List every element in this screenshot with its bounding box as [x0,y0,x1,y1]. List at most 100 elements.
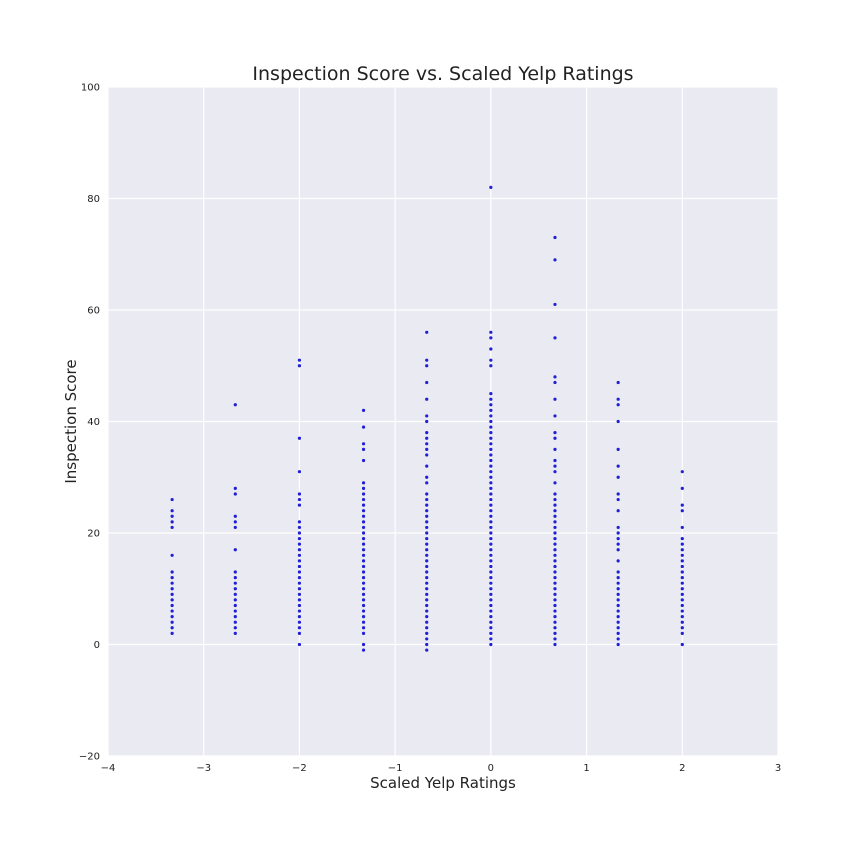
data-point [425,380,429,385]
data-point [489,581,493,585]
data-point [425,447,429,451]
data-point [425,497,429,502]
data-point [361,642,366,647]
data-point [553,570,557,574]
data-point [553,503,557,507]
data-point [553,576,557,580]
data-point [233,525,237,530]
x-tick-label: 0 [488,763,494,774]
data-point [489,492,493,496]
grid-lines [107,86,779,757]
data-point [297,642,302,647]
data-point [361,425,366,429]
data-point [425,615,429,619]
data-point [361,447,366,451]
data-point [553,414,557,418]
data-point [170,631,174,635]
data-point [361,631,366,635]
data-point [297,609,302,613]
data-point [361,603,366,608]
y-tick-labels: −20 0 20 40 60 80 100 [79,83,100,763]
data-point [297,531,302,535]
data-point [616,581,620,585]
data-point [616,620,620,624]
data-point [553,235,557,240]
data-point [425,464,429,468]
data-point [489,542,493,546]
data-point [553,642,557,647]
data-point [297,592,302,596]
data-point [616,615,620,619]
data-point [233,592,237,596]
data-point [361,598,366,602]
data-point [233,603,237,608]
data-point [680,536,684,541]
y-tick-label: 60 [87,306,100,317]
data-point [489,436,493,440]
data-point [616,609,620,613]
data-point [361,648,366,652]
data-point [425,576,429,580]
data-point [553,397,557,401]
data-point [489,576,493,580]
data-point [553,564,557,569]
data-point [553,380,557,385]
data-point [553,520,557,524]
data-point [297,626,302,630]
data-point [425,642,429,647]
data-point [233,620,237,624]
data-point [170,592,174,596]
data-point [233,626,237,630]
data-point [680,620,684,624]
data-point [489,615,493,619]
data-point [361,503,366,507]
data-point [425,520,429,524]
data-point [553,436,557,440]
data-point [553,497,557,502]
data-point [489,626,493,630]
data-point [170,581,174,585]
data-point [553,481,557,485]
data-point [233,514,237,518]
data-point [425,592,429,596]
data-point [170,609,174,613]
data-point [489,570,493,574]
data-point [233,576,237,580]
data-point [297,497,302,502]
data-point [489,520,493,524]
x-tick-label: 2 [679,763,685,774]
x-tick-label: −1 [388,763,403,774]
data-point [616,598,620,602]
data-point [361,458,366,463]
data-point [489,470,493,474]
data-point [425,514,429,518]
data-point [680,559,684,563]
data-point [425,631,429,635]
data-point [616,531,620,535]
data-point [680,576,684,580]
data-point [361,525,366,530]
data-point [616,542,620,546]
data-point [170,576,174,580]
data-point [425,481,429,485]
data-point [361,615,366,619]
data-point [489,531,493,535]
data-point [425,453,429,457]
data-point [553,587,557,591]
data-point [489,431,493,435]
data-point [425,364,429,368]
data-point [425,603,429,608]
data-point [616,397,620,401]
data-point [489,536,493,541]
data-point [361,514,366,518]
data-point [233,581,237,585]
data-point [489,397,493,401]
data-point [297,615,302,619]
data-point [425,492,429,496]
data-point [233,570,237,574]
data-point [489,631,493,635]
data-point [361,581,366,585]
data-point [297,576,302,580]
data-point [297,548,302,552]
